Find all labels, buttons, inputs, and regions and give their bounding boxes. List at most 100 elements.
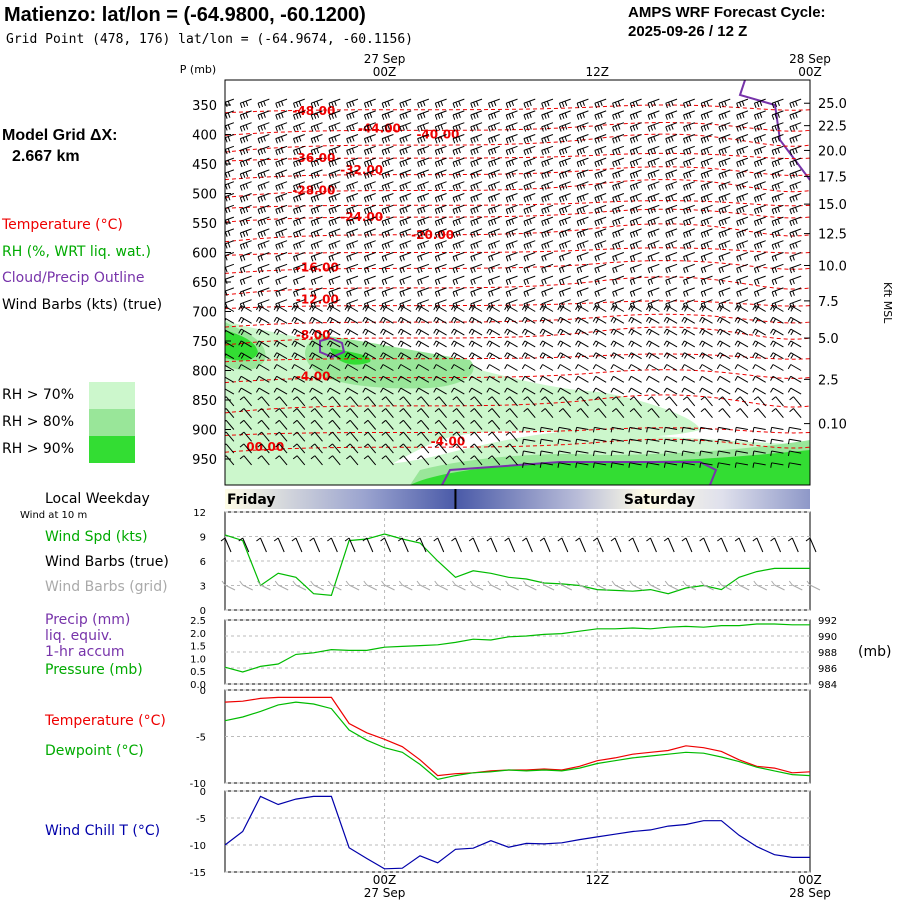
bottom-date-label: 27 Sep xyxy=(364,886,406,900)
grid-wind-barb-flag xyxy=(239,580,244,586)
wind-barb-flag xyxy=(645,364,650,370)
wind-barb-flag xyxy=(734,462,737,468)
cross-section-plot: -48.00-44.00 -40.00-36.00-32.00-28.00-24.… xyxy=(225,80,810,485)
wind-barb-flag xyxy=(613,342,617,347)
wind-barb-flag xyxy=(787,450,790,457)
wind-barb-flag xyxy=(774,231,778,237)
wind-barb-flag xyxy=(505,443,511,448)
wind-barb xyxy=(789,193,802,199)
wind-barb-flag xyxy=(564,218,568,225)
height-tick-label: 7.5 xyxy=(818,295,839,310)
wind-barb xyxy=(403,431,412,442)
wind-barb-flag xyxy=(452,431,457,436)
wind-barb-flag xyxy=(681,439,684,445)
wind-barb-flag xyxy=(328,209,332,215)
wind-barb-flag xyxy=(245,112,249,118)
wind-barb-flag xyxy=(577,330,582,336)
wind-barb-flag xyxy=(433,328,437,334)
wind-barb xyxy=(240,263,252,269)
wind-barb-flag xyxy=(790,306,794,312)
wind-barb-flag xyxy=(756,113,760,119)
grid-wind-barb xyxy=(348,584,360,591)
wind-barb-flag xyxy=(526,113,529,119)
wind-barb xyxy=(435,328,447,336)
wind-barb-flag xyxy=(257,232,261,238)
wind-barb-flag xyxy=(473,302,476,308)
wind-barb-flag xyxy=(505,185,509,191)
wind-barb xyxy=(420,419,430,430)
wind-barb xyxy=(506,299,518,305)
wind-barb xyxy=(613,316,625,324)
wind-barb xyxy=(240,364,252,371)
wind-barb-flag xyxy=(665,103,668,109)
wind-barb-flag xyxy=(561,149,565,155)
wind-barb xyxy=(722,396,731,407)
wind-barb-flag xyxy=(795,148,798,154)
wind-barb-flag xyxy=(260,137,264,143)
wind-barb xyxy=(311,287,323,293)
wind-barb-flag xyxy=(399,268,403,274)
wind-barb-flag xyxy=(310,291,314,297)
wind-barb-flag xyxy=(422,159,426,166)
wind-barb-flag xyxy=(344,387,348,393)
wind-barb-flag xyxy=(541,138,544,144)
wind-barb xyxy=(580,408,589,419)
surface-wind-barb xyxy=(649,537,657,553)
wind-barb-flag xyxy=(245,171,249,177)
wind-barb-flag xyxy=(351,230,355,236)
wind-barb xyxy=(772,316,784,324)
wind-barb-flag xyxy=(384,172,388,178)
wind-barb-flag xyxy=(523,396,528,401)
wind-barb-flag xyxy=(700,280,704,286)
wind-barb-flag xyxy=(582,112,585,118)
wind-barb xyxy=(417,134,430,140)
wind-barb-flag xyxy=(275,209,278,215)
wind-barb-flag xyxy=(789,103,793,109)
wind-barb xyxy=(541,204,554,210)
wind-barb-flag xyxy=(561,279,565,285)
wind-barb-flag xyxy=(506,330,511,336)
wind-barb xyxy=(789,426,802,430)
wind-barb xyxy=(630,287,642,293)
wind-barb xyxy=(294,352,306,360)
wind-barb-flag xyxy=(455,243,459,249)
grid-wind-barb-flag xyxy=(788,580,793,586)
pressure-tick-label: 650 xyxy=(192,276,217,291)
wind-barb-flag xyxy=(329,353,333,359)
wind-barb-flag xyxy=(488,185,491,191)
wind-barb-flag xyxy=(595,353,599,359)
wind-barb-flag xyxy=(774,196,778,202)
wind-barb-flag xyxy=(575,439,578,445)
wind-barb-flag xyxy=(721,125,724,131)
wind-barb-flag xyxy=(362,340,366,346)
wind-barb-flag xyxy=(724,171,727,177)
wind-barb-flag xyxy=(600,171,603,177)
wind-barb-flag xyxy=(349,220,352,226)
wind-barb-flag xyxy=(597,279,600,285)
rh-80-swatch xyxy=(89,409,135,436)
wind-barb xyxy=(754,299,766,305)
rh-90-swatch xyxy=(89,436,135,463)
wind-barb xyxy=(240,340,252,348)
wind-barb-flag xyxy=(326,340,331,346)
wind-barb-flag xyxy=(437,267,441,273)
wind-barb-flag xyxy=(310,185,314,191)
wind-barb-flag xyxy=(617,136,621,142)
wind-barb-flag xyxy=(225,443,227,446)
temperature-contour-label: -44.00 xyxy=(358,122,401,136)
wind-barb xyxy=(471,352,483,360)
wind-barb-flag xyxy=(458,100,461,107)
wind-barb-flag xyxy=(369,124,373,130)
wind-barb-flag xyxy=(789,280,793,286)
wind-barb-flag xyxy=(417,103,420,109)
grid-wind-barb xyxy=(561,584,573,591)
wind-barb xyxy=(470,287,483,293)
wind-barb xyxy=(257,252,270,258)
wind-barb-flag xyxy=(310,232,314,238)
wind-barb-flag xyxy=(647,162,651,168)
wind-barb-flag xyxy=(577,318,582,324)
wind-barb-flag xyxy=(440,218,444,225)
surface-wind-barb-flag xyxy=(805,537,811,542)
wind-barb-flag xyxy=(399,185,403,191)
wind-barb-flag xyxy=(416,408,422,413)
